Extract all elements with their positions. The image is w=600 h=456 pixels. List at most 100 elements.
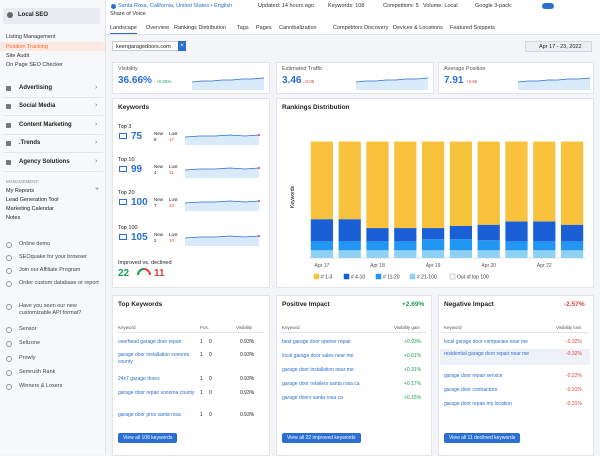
keyword-link[interactable]: garage door repair service (444, 373, 503, 379)
tab[interactable]: Featured Snippets (450, 25, 495, 31)
tab[interactable]: Competitors Discovery (333, 25, 389, 31)
nav-link[interactable]: Online demo (19, 241, 51, 247)
bar-segment (477, 141, 500, 225)
tab[interactable]: Rankings Distribution (174, 25, 226, 31)
bar-segment (338, 241, 361, 251)
keyword-link[interactable]: best garage door opener repair (282, 339, 351, 345)
nav-item[interactable]: My Reports (6, 188, 35, 194)
divider (3, 134, 103, 135)
nav-item[interactable]: Site Audit (6, 53, 30, 59)
column-header: Visibility loss (556, 325, 582, 330)
keyword-link[interactable]: 24x7 garage doors (118, 376, 160, 382)
row-label: Top 100 (118, 225, 138, 231)
topbar-item[interactable]: Share of Voice (110, 11, 146, 17)
panel-title: Rankings Distribution (282, 104, 350, 111)
impact-total: -2.57% (564, 301, 585, 308)
sparkline-area (185, 236, 259, 246)
icon (6, 141, 11, 146)
improved-value: 22 (118, 268, 130, 279)
nav-group[interactable]: Advertising (19, 85, 53, 91)
topbar-item[interactable]: Santa Rosa, California, United States • … (118, 3, 233, 9)
keyword-link[interactable]: garage doors santa rosa ca (282, 395, 343, 401)
nav-link[interactable]: Sellzone (19, 340, 41, 346)
sparkline (185, 134, 260, 145)
new-value: 2 (154, 238, 157, 243)
topbar-item[interactable]: Volume: Local (423, 3, 458, 9)
nav-link[interactable]: Winners & Losers (19, 383, 63, 389)
legend-label: # 11-20 (383, 275, 400, 281)
visibility-change: +0.31% (404, 367, 422, 373)
nav-item[interactable]: Lead Generation Tool (6, 197, 59, 203)
topbar-item[interactable]: Google 3-pack: (475, 3, 513, 9)
icon (6, 327, 12, 333)
nav-link[interactable]: Have you seen our new customizable API f… (19, 303, 82, 316)
row-label: Top 3 (118, 124, 132, 130)
sparkline-line (185, 235, 260, 239)
bar-segment (505, 250, 528, 258)
view-all-button[interactable]: View all 11 declined keywords (444, 433, 521, 443)
view-all-button[interactable]: View all 108 keywords (118, 433, 178, 443)
visibility-change: +0.17% (404, 381, 422, 387)
tab[interactable]: Tags (237, 25, 249, 31)
divider (442, 332, 588, 333)
visibility-change: -0.32% (566, 351, 582, 357)
filter-chip[interactable]: keengaragedoors.com (112, 41, 184, 51)
nav-link[interactable]: Prowly (19, 355, 36, 361)
view-all-button[interactable]: View all 22 improved keywords (282, 433, 361, 443)
nav-link[interactable]: Order custom database or report (19, 280, 99, 286)
topbar-item[interactable]: Keywords: 108 (328, 3, 365, 9)
keyword-link[interactable]: residential garage door repair near me (444, 351, 530, 357)
visibility-change: -0.31% (566, 387, 582, 393)
improved-label: Improved vs. declined (118, 260, 172, 266)
date-picker[interactable]: Apr 17 - 23, 2022 (525, 41, 592, 52)
icon (6, 255, 12, 261)
bar-segment (338, 141, 361, 220)
tab[interactable]: Overview (146, 25, 169, 31)
icon (6, 356, 12, 362)
divider (3, 115, 103, 116)
nav-group[interactable]: Social Media (19, 103, 56, 109)
legend-swatch (343, 273, 350, 280)
keyword-link[interactable]: overhead garage door repair (118, 339, 182, 345)
bar-segment (366, 250, 389, 258)
topbar-item[interactable]: Updated: 14 hours ago (258, 3, 314, 9)
nav-group[interactable]: Agency Solutions (19, 159, 70, 165)
bar-segment (338, 250, 361, 258)
nav-item[interactable]: Notes (6, 215, 21, 221)
section-header[interactable] (3, 8, 100, 24)
keyword-link[interactable]: garage door repair my location (444, 401, 512, 407)
keyword-link[interactable]: garage door retailers santa rosa ca (282, 381, 360, 387)
tab[interactable]: Cannibalization (279, 25, 317, 31)
gauge (137, 268, 151, 276)
tab[interactable]: Devices & Locations (393, 25, 443, 31)
bar-segment (310, 219, 334, 242)
keyword-link[interactable]: garage door installation sonoma county (118, 352, 190, 365)
tab[interactable]: Landscape (110, 25, 137, 34)
nav-group[interactable]: .Trends (19, 140, 41, 146)
tab[interactable]: Pages (256, 25, 272, 31)
sparkline-line (185, 200, 260, 204)
new-label: New (154, 131, 164, 136)
nav-item[interactable]: Listing Management (6, 34, 56, 40)
keyword-link[interactable]: garage door contractors (444, 387, 498, 393)
nav-link[interactable]: Semrush Rank (19, 369, 56, 375)
keyword-link[interactable]: local garage door companies near me (444, 339, 528, 345)
x-tick-label: Apr 19 (426, 263, 441, 269)
nav-item[interactable]: On Page SEO Checker (6, 62, 63, 68)
topbar (106, 0, 600, 22)
keyword-link[interactable]: garage door installation near me (282, 367, 354, 373)
nav-link[interactable]: Join our Affiliate Program (19, 267, 81, 273)
tabs-bar (106, 22, 600, 35)
keyword-link[interactable]: local garage door sales near me (282, 353, 354, 359)
topbar-item[interactable]: Competitors: 5 (383, 3, 419, 9)
nav-group[interactable]: Content Marketing (19, 122, 72, 128)
nav-item[interactable]: Marketing Calendar (6, 206, 54, 212)
nav-item[interactable]: Position Tracking (6, 44, 48, 50)
nav-link[interactable]: SEOquake for your browser (19, 254, 87, 260)
panel (112, 295, 270, 456)
keyword-link[interactable]: garage door repair sonoma county (118, 390, 195, 396)
section-title[interactable]: Local SEO (18, 12, 49, 18)
visibility: 0.93% (240, 390, 255, 396)
keyword-link[interactable]: garage door pros santa rosa (118, 412, 181, 418)
nav-link[interactable]: Sensor (19, 326, 37, 332)
